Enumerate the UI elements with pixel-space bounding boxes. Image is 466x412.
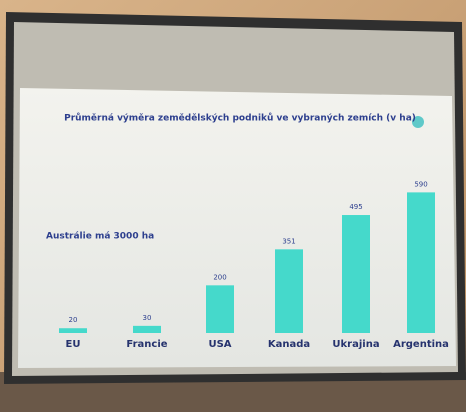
value-label: 200 — [213, 273, 226, 281]
x-tick-label: EU — [66, 339, 81, 350]
x-tick-label: Kanada — [268, 339, 310, 350]
bar — [59, 328, 87, 333]
value-label: 495 — [349, 203, 362, 211]
x-tick-label: Argentina — [393, 339, 449, 350]
plot: 20 EU 30 Francie 200 USA 351 Kanada 495 Ukrajina 5… — [59, 180, 449, 350]
bar — [133, 325, 161, 333]
value-label: 30 — [143, 314, 152, 322]
value-label: 590 — [414, 180, 427, 188]
bar — [407, 192, 435, 333]
x-tick-label: Ukrajina — [332, 339, 379, 350]
x-tick-label: USA — [208, 339, 231, 350]
slide — [18, 88, 456, 368]
value-label: 351 — [282, 237, 295, 245]
annotation: Austrálie má 3000 ha — [46, 232, 154, 242]
x-tick-label: Francie — [126, 339, 167, 350]
bar — [206, 285, 234, 333]
bar — [275, 249, 303, 333]
chart-title: Průměrná výměra zemědělských podniků ve … — [64, 113, 416, 124]
bar — [342, 215, 370, 333]
logo — [412, 116, 424, 128]
value-label: 20 — [69, 316, 78, 324]
